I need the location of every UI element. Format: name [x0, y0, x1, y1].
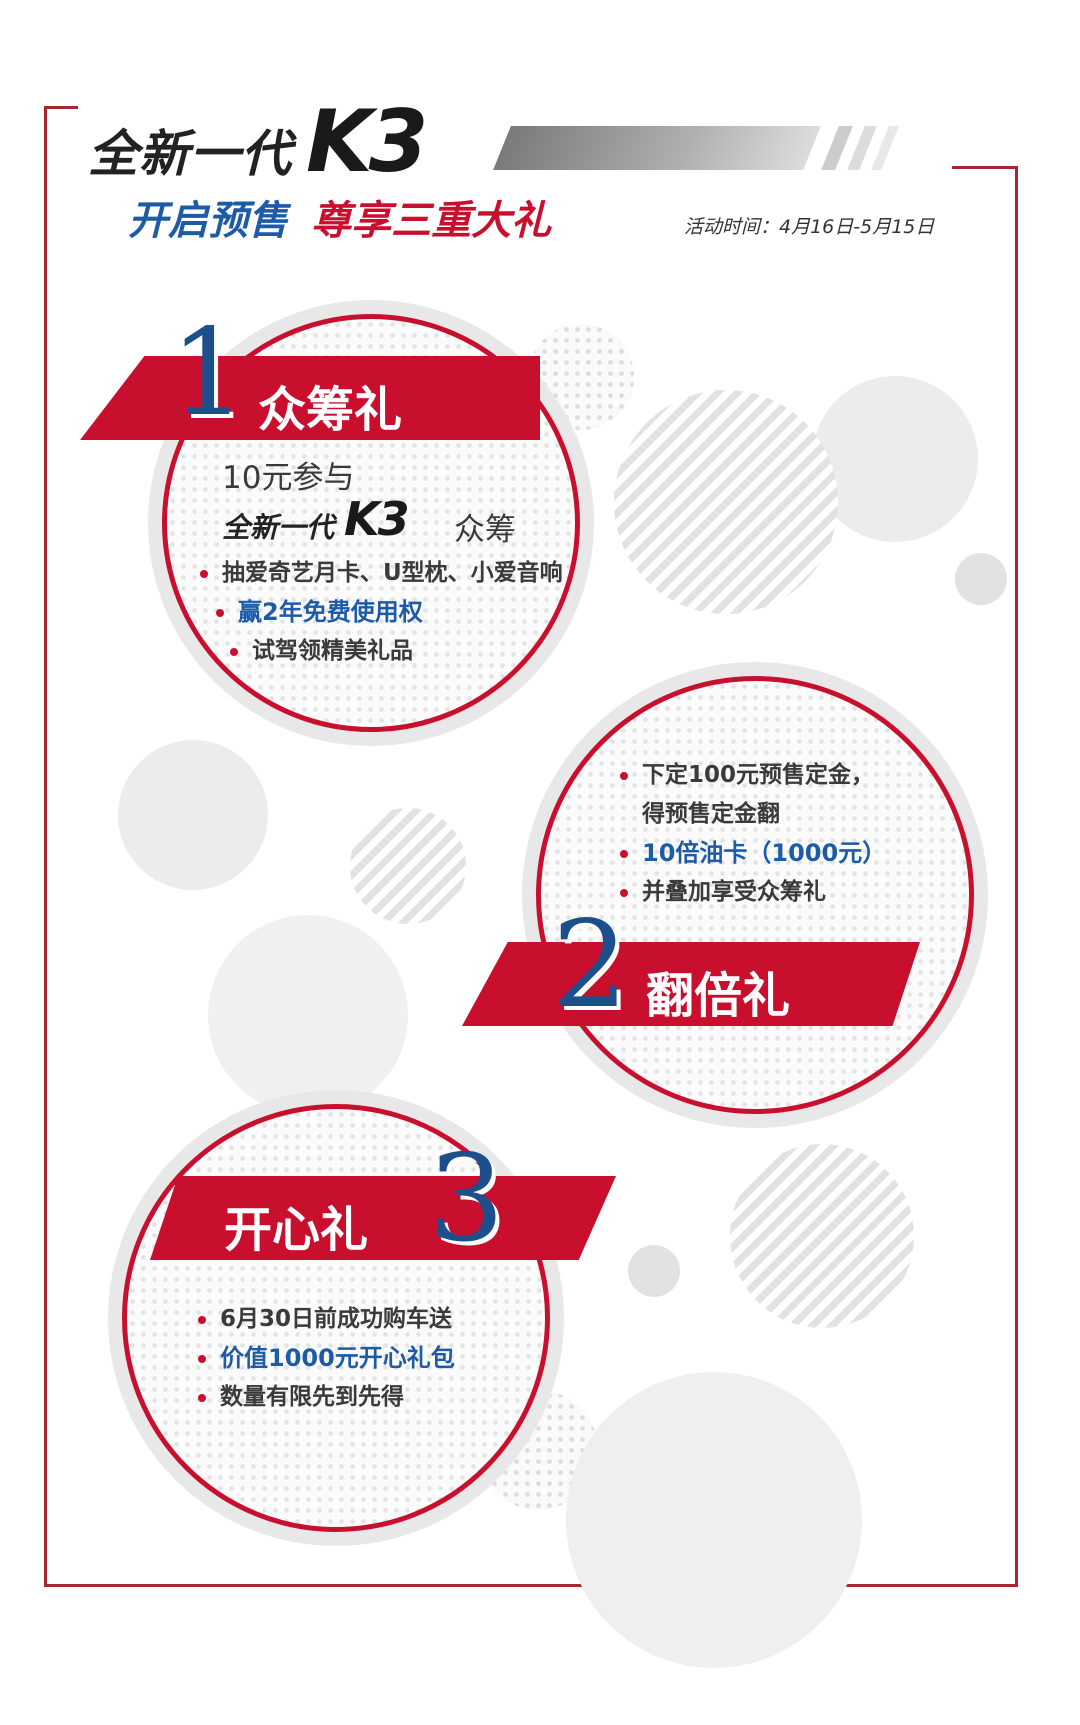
brand-prefix: 全新一代: [88, 125, 292, 183]
bg-stripe-circle-right: [614, 390, 838, 614]
gift2-circle: [522, 662, 988, 1128]
gift3-circle: [108, 1090, 564, 1546]
gift2-item-1: 下定100元预售定金，: [620, 756, 886, 795]
gift3-banner: [150, 1176, 616, 1260]
gift1-list: 抽爱奇艺月卡、U型枕、小爱音响 赢2年免费使用权 试驾领精美礼品: [200, 554, 563, 671]
bg-circle-small-right: [955, 553, 1007, 605]
gift2-banner: [462, 942, 920, 1026]
frame-top-right-line: [952, 166, 1018, 169]
bg-circle-bottom-large: [566, 1372, 862, 1668]
activity-time: 活动时间：4月16日-5月15日: [684, 216, 935, 238]
gift1-intro-line1: 10元参与: [222, 460, 355, 496]
frame-right-line: [1015, 166, 1018, 1586]
subtitle: 开启预售 尊享三重大礼: [128, 188, 551, 248]
bg-circle-small-center: [628, 1245, 680, 1297]
frame-bottom-line: [44, 1584, 1018, 1587]
bg-stripe-circle-mid: [350, 808, 466, 924]
gift2-list: 下定100元预售定金， 得预售定金翻 10倍油卡（1000元） 并叠加享受众筹礼: [620, 756, 886, 912]
gift1-intro-prefix: 全新一代: [222, 511, 335, 544]
gift1-item-1: 抽爱奇艺月卡、U型枕、小爱音响: [200, 554, 563, 593]
gift1-intro-line2: 全新一代 K3 众筹: [222, 492, 542, 548]
gift3-title: 开心礼: [224, 1202, 369, 1258]
header-stripe-3: [871, 126, 899, 170]
header-stripe-1: [821, 126, 853, 170]
gift2-item-2: 得预售定金翻: [642, 801, 780, 827]
gift3-item-3: 数量有限先到先得: [198, 1378, 455, 1417]
frame-left-line: [44, 106, 47, 1586]
gift2-number: 2: [552, 896, 629, 1035]
subtitle-red: 尊享三重大礼: [311, 198, 552, 244]
gift2-item-3: 10倍油卡（1000元）: [620, 834, 886, 873]
gift2-title: 翻倍礼: [646, 968, 791, 1024]
header-gradient-bar: [493, 126, 821, 170]
bg-circle-right-large: [812, 376, 978, 542]
gift1-item-2: 赢2年免费使用权: [216, 593, 563, 632]
subtitle-blue: 开启预售: [128, 198, 288, 244]
gift1-item-3: 试驾领精美礼品: [230, 632, 563, 671]
bg-circle-left-mid: [118, 740, 268, 890]
gift3-item-2: 价值1000元开心礼包: [198, 1339, 455, 1378]
gift3-circle-inner: [122, 1104, 550, 1532]
gift1-title: 众筹礼: [258, 382, 403, 438]
gift3-number: 3: [428, 1130, 505, 1269]
gift1-number: 1: [170, 304, 247, 443]
gift2-circle-inner: [536, 676, 974, 1114]
gift2-item-4: 并叠加享受众筹礼: [620, 873, 886, 912]
gift1-banner: [80, 356, 540, 440]
brand-title: 全新一代 K3: [88, 92, 488, 192]
brand-model: K3: [306, 92, 429, 192]
gift3-item-1: 6月30日前成功购车送: [198, 1300, 455, 1339]
gift3-list: 6月30日前成功购车送 价值1000元开心礼包 数量有限先到先得: [198, 1300, 455, 1417]
gift1-intro-model: K3: [344, 492, 410, 546]
bg-circle-center: [208, 915, 408, 1115]
bg-stripe-circle-bottom-right: [730, 1144, 914, 1328]
gift1-intro-suffix: 众筹: [454, 512, 516, 548]
frame-top-left-line: [44, 106, 78, 109]
